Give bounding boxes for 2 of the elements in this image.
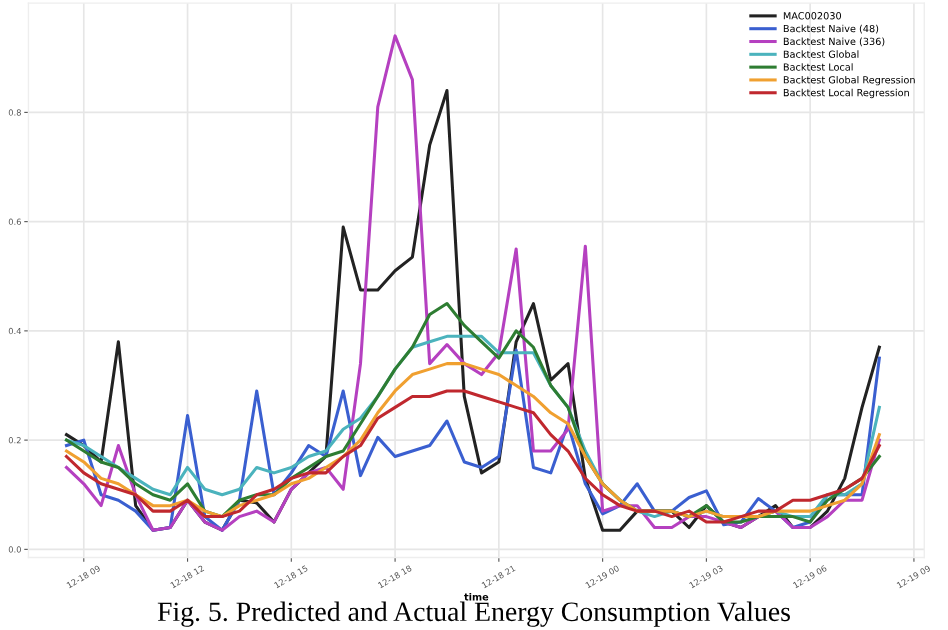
caption: Fig. 5. Predicted and Actual Energy Consumption Values [157,601,790,627]
line-series [64,389,881,524]
